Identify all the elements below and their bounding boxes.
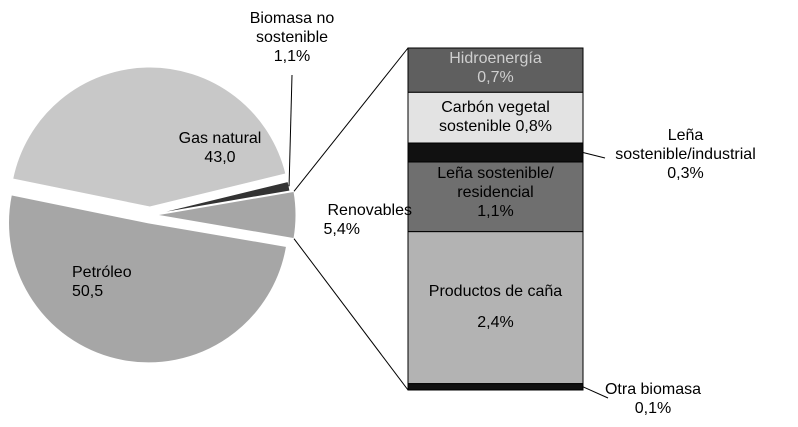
- label-name: Otra biomasa: [604, 381, 702, 398]
- bar-segment: [407, 91, 584, 144]
- label-value: 50,5: [72, 283, 104, 300]
- label-value: 5,4%: [323, 221, 360, 238]
- slice-label: Petróleo 50,5: [72, 263, 172, 301]
- label-name: Leña sostenible/industrial: [615, 127, 756, 163]
- leader-line: [288, 74, 293, 187]
- bar-segment: [407, 142, 584, 163]
- segment-label: Leña sostenible/ residencial 1,1%: [418, 164, 573, 221]
- slice-label: Biomasa no sostenible 1,1%: [222, 9, 362, 66]
- label-value: 0,3%: [667, 165, 704, 182]
- label-name: Biomasa no sostenible: [249, 10, 335, 46]
- pie-slice: [155, 190, 297, 240]
- pie-slice: [12, 66, 287, 208]
- segment-label: Productos de caña 2,4%: [423, 282, 568, 332]
- label-name: Renovables: [327, 202, 413, 219]
- pie-slice: [151, 180, 291, 216]
- label-value: 0,8%: [515, 118, 552, 136]
- leader-line: [582, 386, 609, 399]
- label-value: 2,4%: [477, 313, 514, 331]
- segment-label: Otra biomasa 0,1%: [598, 380, 708, 418]
- label-value: 43,0: [204, 149, 236, 166]
- label-value: 1,1%: [273, 48, 311, 65]
- segment-label: Leña sostenible/industrial 0,3%: [598, 126, 773, 183]
- bar-segment: [407, 161, 584, 233]
- label-name: Leña sostenible/ residencial: [437, 165, 554, 201]
- pie-slice: [8, 194, 288, 364]
- bar-segment: [407, 231, 584, 385]
- segment-label: Carbón vegetal sostenible 0,8%: [418, 98, 573, 136]
- label-value: 0,7%: [477, 69, 514, 86]
- slice-label: Renovables 5,4%: [292, 201, 412, 239]
- leader-line: [582, 152, 606, 159]
- segment-label: Hidroenergía 0,7%: [431, 49, 561, 87]
- label-value: 1,1%: [477, 203, 514, 220]
- bar-segment: [407, 383, 584, 391]
- label-value: 0,1%: [634, 400, 672, 417]
- label-name: Petróleo: [72, 264, 132, 281]
- slice-label: Gas natural 43,0: [160, 129, 280, 167]
- label-name: Productos de caña: [428, 282, 563, 300]
- connector-line: [293, 47, 409, 192]
- connector-line: [293, 238, 409, 391]
- label-name: Gas natural: [178, 130, 262, 147]
- label-name: Carbón vegetal sostenible: [439, 99, 550, 136]
- bar-segment: [407, 47, 584, 93]
- label-name: Hidroenergía: [449, 50, 542, 67]
